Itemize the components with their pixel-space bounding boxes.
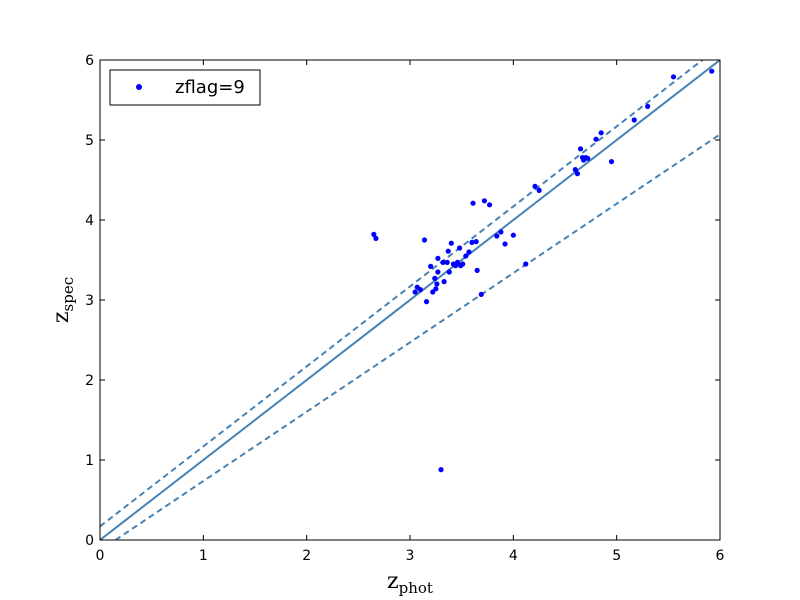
data-point bbox=[498, 229, 504, 235]
legend: zflag=9 bbox=[109, 69, 261, 106]
x-tick-label: 3 bbox=[406, 548, 415, 564]
data-point bbox=[631, 117, 637, 123]
y-tick-label: 1 bbox=[85, 453, 94, 469]
data-point bbox=[428, 263, 434, 269]
data-point bbox=[481, 198, 487, 204]
data-point bbox=[373, 235, 379, 241]
data-point bbox=[645, 103, 651, 109]
x-axis-label: zphot bbox=[387, 569, 433, 597]
data-points bbox=[371, 68, 715, 473]
data-point bbox=[441, 279, 447, 285]
data-point bbox=[445, 248, 451, 254]
data-point bbox=[435, 255, 441, 261]
y-tick-label: 4 bbox=[85, 213, 94, 229]
dashed-line-1 bbox=[100, 60, 705, 528]
data-point bbox=[460, 261, 466, 267]
data-point bbox=[598, 130, 604, 136]
x-tick-label: 5 bbox=[612, 548, 621, 564]
legend-box bbox=[109, 69, 261, 106]
data-point bbox=[473, 239, 479, 245]
x-tick-label: 4 bbox=[509, 548, 518, 564]
y-tick-label: 5 bbox=[85, 133, 94, 149]
data-point bbox=[523, 261, 529, 267]
data-point bbox=[478, 291, 484, 297]
data-point bbox=[421, 237, 428, 243]
data-point bbox=[469, 239, 475, 245]
data-point bbox=[417, 287, 423, 293]
data-point bbox=[470, 200, 476, 206]
x-axis-label-base: z bbox=[387, 569, 399, 594]
data-point bbox=[433, 286, 439, 292]
axis-ticks: 0 1 2 3 4 5 6 0 1 2 3 4 5 6 bbox=[85, 53, 724, 564]
data-point bbox=[434, 281, 440, 287]
data-point bbox=[585, 155, 591, 161]
data-point bbox=[532, 183, 538, 189]
data-point bbox=[430, 289, 436, 295]
dashed-line-2 bbox=[114, 133, 720, 540]
x-axis-label-sub: phot bbox=[399, 579, 433, 597]
data-point bbox=[448, 240, 454, 246]
y-tick-label: 3 bbox=[85, 293, 94, 309]
data-point bbox=[371, 231, 377, 237]
data-point bbox=[709, 68, 715, 74]
data-point bbox=[577, 146, 584, 152]
data-point bbox=[572, 167, 578, 173]
data-point bbox=[454, 259, 461, 265]
data-point bbox=[444, 259, 450, 265]
data-point bbox=[593, 136, 599, 142]
y-axis-label-sub: spec bbox=[59, 277, 77, 312]
data-point bbox=[435, 269, 441, 275]
x-tick-label: 0 bbox=[96, 548, 105, 564]
data-point bbox=[423, 299, 430, 305]
data-point bbox=[412, 289, 418, 295]
x-tick-label: 1 bbox=[199, 548, 208, 564]
data-point bbox=[486, 202, 493, 208]
data-point bbox=[494, 233, 500, 239]
one-to-one-line bbox=[100, 60, 720, 540]
data-point bbox=[510, 232, 516, 238]
y-tick-label: 2 bbox=[85, 373, 94, 389]
y-axis-label-base: z bbox=[49, 311, 74, 323]
y-axis-label: zspec bbox=[49, 277, 77, 323]
y-tick-label: 6 bbox=[85, 53, 94, 69]
data-point bbox=[502, 241, 508, 247]
data-point bbox=[463, 253, 469, 259]
data-point bbox=[466, 249, 472, 255]
y-tick-label: 0 bbox=[85, 533, 94, 549]
data-point bbox=[446, 269, 452, 275]
data-point bbox=[438, 467, 444, 473]
legend-marker bbox=[136, 84, 142, 90]
legend-label: zflag=9 bbox=[175, 77, 245, 98]
data-point bbox=[608, 159, 615, 165]
data-point bbox=[670, 74, 677, 80]
data-point bbox=[440, 259, 446, 265]
reference-lines bbox=[100, 60, 720, 540]
x-tick-label: 6 bbox=[716, 548, 725, 564]
data-point bbox=[536, 187, 542, 193]
data-point bbox=[474, 267, 480, 273]
x-tick-label: 2 bbox=[302, 548, 311, 564]
data-point bbox=[574, 171, 581, 177]
data-point bbox=[457, 245, 463, 251]
data-point bbox=[432, 275, 438, 281]
